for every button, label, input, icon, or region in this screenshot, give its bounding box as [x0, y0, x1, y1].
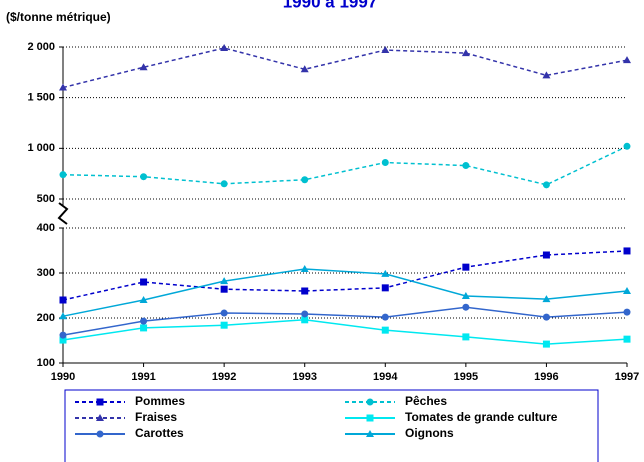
legend-box — [64, 389, 599, 462]
y-tick-label: 500 — [37, 193, 55, 205]
data-point — [542, 340, 550, 348]
series-line — [62, 306, 628, 336]
data-point — [462, 303, 470, 311]
legend-label: Pommes — [135, 394, 185, 408]
series-line — [62, 47, 628, 89]
data-point — [381, 284, 389, 292]
data-point — [381, 159, 389, 167]
data-point — [381, 326, 389, 334]
y-axis-label: ($/tonne métrique) — [6, 10, 111, 24]
y-tick-label: 2 000 — [27, 41, 55, 53]
data-point — [139, 296, 148, 303]
legend-marker — [366, 430, 374, 437]
x-tick-label: 1993 — [292, 371, 316, 383]
data-point — [59, 171, 67, 179]
data-point — [301, 316, 309, 324]
series-line — [62, 250, 628, 301]
legend-marker — [96, 398, 104, 406]
data-point — [623, 142, 631, 150]
data-point — [381, 313, 389, 321]
data-point — [220, 180, 228, 188]
series-line — [62, 268, 628, 317]
data-point — [462, 263, 470, 271]
data-point — [140, 173, 148, 181]
y-tick-label: 1 500 — [27, 92, 55, 104]
x-tick-label: 1995 — [454, 371, 478, 383]
axis-break — [57, 202, 69, 225]
data-point — [300, 264, 309, 272]
data-point — [59, 296, 67, 304]
data-point — [623, 308, 631, 316]
data-point — [220, 309, 228, 317]
data-point — [59, 336, 67, 344]
data-point — [59, 312, 67, 320]
data-point — [301, 176, 309, 184]
data-point — [300, 65, 309, 73]
series-line — [62, 145, 628, 186]
data-point — [59, 331, 67, 339]
data-point — [542, 295, 551, 303]
legend-marker — [366, 414, 374, 422]
legend-marker — [96, 414, 104, 421]
data-point — [623, 287, 631, 294]
y-tick-label: 400 — [37, 222, 55, 234]
data-point — [381, 269, 390, 277]
x-tick-label: 1990 — [51, 371, 75, 383]
series-line — [62, 319, 628, 345]
legend-label: Oignons — [405, 426, 454, 440]
x-tick-label: 1994 — [373, 371, 398, 383]
data-point — [542, 71, 551, 79]
legend-marker — [366, 398, 374, 406]
x-tick-label: 1991 — [131, 371, 155, 383]
legend-label: Tomates de grande culture — [405, 410, 558, 424]
data-point — [461, 49, 470, 57]
x-tick-label: 1992 — [212, 371, 236, 383]
data-point — [140, 317, 148, 325]
data-point — [381, 46, 390, 54]
data-point — [59, 83, 67, 91]
data-point — [301, 287, 309, 295]
x-tick-label: 1996 — [534, 371, 558, 383]
data-point — [623, 335, 631, 343]
chart-title: 1990 à 1997 — [283, 0, 378, 11]
data-point — [623, 56, 631, 64]
legend-label: Carottes — [135, 426, 184, 440]
y-tick-label: 200 — [37, 312, 55, 324]
y-tick-label: 300 — [37, 267, 55, 279]
data-point — [140, 278, 148, 286]
data-point — [542, 313, 550, 321]
data-point — [220, 44, 229, 52]
data-point — [139, 63, 148, 71]
data-point — [140, 324, 148, 332]
data-point — [301, 310, 309, 318]
data-point — [623, 247, 631, 255]
y-tick-label: 1 000 — [27, 142, 55, 154]
data-point — [462, 333, 470, 341]
legend-marker — [96, 430, 104, 438]
y-tick-label: 100 — [37, 357, 55, 369]
x-tick-label: 1997 — [615, 371, 639, 383]
data-point — [462, 162, 470, 170]
data-point — [220, 285, 228, 293]
data-point — [542, 251, 550, 259]
data-point — [220, 321, 228, 329]
data-point — [220, 277, 229, 285]
data-point — [461, 291, 470, 299]
legend-label: Fraises — [135, 410, 177, 424]
data-point — [542, 181, 550, 189]
legend-label: Pêches — [405, 394, 447, 408]
